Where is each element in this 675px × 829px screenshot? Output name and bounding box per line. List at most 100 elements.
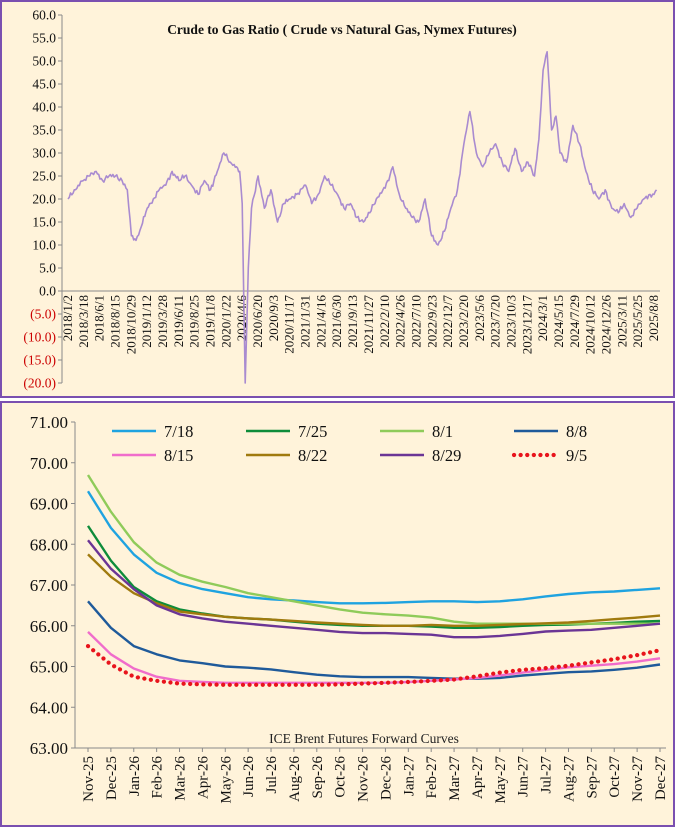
x-tick-label: 2020/9/3	[266, 295, 281, 341]
x-tick-label: Feb-27	[424, 756, 440, 799]
legend-label: 8/22	[298, 446, 327, 465]
x-tick-label: Jul-27	[539, 756, 555, 794]
x-tick-label: Jun-26	[241, 756, 257, 797]
x-tick-label: Jul-26	[264, 756, 280, 794]
x-tick-label: 2022/9/23	[424, 295, 439, 348]
x-tick-label: Mar-27	[447, 756, 463, 801]
x-tick-label: Dec-25	[104, 756, 120, 800]
x-tick-label: Feb-26	[150, 756, 166, 799]
legend-item-9-5: 9/5	[511, 446, 587, 465]
x-tick-label: Jun-27	[516, 756, 532, 797]
x-tick-label: 2019/6/11	[171, 295, 186, 347]
legend-label: 8/8	[566, 422, 587, 441]
x-tick-label: 2018/1/2	[60, 295, 75, 341]
x-tick-label: 2024/7/29	[567, 295, 582, 348]
x-tick-label: Sep-26	[310, 756, 326, 799]
x-tick-label: Aug-26	[287, 756, 303, 802]
y-tick-label: 55.0	[32, 31, 56, 46]
x-tick-label: Nov-26	[356, 756, 372, 802]
x-tick-label: 2019/1/12	[139, 295, 154, 348]
y-tick-label: (20.0)	[23, 376, 56, 391]
legend-label: 9/5	[566, 446, 587, 465]
x-tick-label: 2020/4/6	[234, 295, 249, 342]
legend-label: 7/25	[298, 422, 327, 441]
y-tick-label: 45.0	[32, 77, 56, 92]
x-tick-label: Oct-26	[333, 756, 349, 798]
y-tick-label: 65.00	[30, 658, 68, 677]
crude-gas-ratio-panel: 60.0 55.0 50.0 45.0 40.0 35.0 30.0 25.0 20.0 15.0…	[0, 0, 675, 398]
x-tick-label: 2021/6/30	[329, 295, 344, 348]
legend-item-8-15: 8/15	[112, 446, 193, 465]
x-tick-label: 2018/6/1	[92, 295, 107, 341]
x-tick-label: Sep-27	[584, 756, 600, 799]
x-tick-label: 2024/3/1	[535, 295, 550, 341]
x-tick-label: Nov-27	[630, 756, 646, 802]
legend-label: 8/15	[164, 446, 193, 465]
x-tick-label: 2023/12/17	[519, 295, 534, 355]
x-tick-label: 2019/3/28	[155, 295, 170, 348]
x-tick-label: 2019/11/8	[203, 295, 218, 347]
y-tick-label: 5.0	[39, 261, 56, 276]
legend-item-7-18: 7/18	[112, 422, 193, 441]
x-tick-label: Nov-25	[81, 756, 97, 802]
series-line-8-8	[87, 600, 661, 680]
x-tick-label: 2020/11/17	[282, 295, 297, 354]
legend-label: 8/29	[432, 446, 461, 465]
x-tick-label: Jan-26	[127, 756, 143, 796]
x-tick-label: 2018/10/29	[123, 295, 138, 354]
x-tick-label: 2024/10/12	[583, 295, 598, 354]
x-tick-label: May-27	[493, 756, 509, 804]
legend-label: 8/1	[432, 422, 453, 441]
x-tick-label: 2023/2/20	[456, 295, 471, 348]
y-tick-label: 0.0	[39, 284, 56, 299]
series-line-8-1	[86, 474, 660, 625]
series-line-8-22	[87, 553, 661, 628]
series-line-7-18	[86, 490, 661, 605]
y-tick-label: 50.0	[32, 54, 56, 69]
legend-item-8-29: 8/29	[380, 446, 461, 465]
y-tick-label: 63.00	[30, 739, 68, 758]
x-tick-label: Apr-27	[470, 756, 486, 800]
x-tick-label: Apr-26	[195, 756, 211, 800]
y-tick-label: 40.0	[32, 100, 56, 115]
y-tick-label: 10.0	[32, 238, 56, 253]
y-tick-label: 71.00	[30, 413, 68, 432]
x-tick-label: 2018/3/18	[76, 295, 91, 348]
series-line-8-29	[87, 539, 661, 639]
x-tick-label: 2021/11/27	[361, 295, 376, 354]
legend-item-7-25: 7/25	[246, 422, 327, 441]
y-tick-label: 67.00	[30, 576, 68, 595]
x-tick-label: 2024/5/15	[551, 295, 566, 348]
legend-item-8-22: 8/22	[246, 446, 327, 465]
x-tick-label: 2023/5/6	[472, 295, 487, 342]
y-tick-label: 20.0	[32, 192, 56, 207]
x-tick-label: May-26	[218, 756, 234, 804]
y-tick-label: 15.0	[32, 215, 56, 230]
series-line-9-5	[85, 644, 663, 687]
x-tick-label: 2025/8/8	[646, 295, 661, 341]
x-tick-label: Mar-26	[173, 756, 189, 801]
x-tick-label: 2025/3/11	[614, 295, 629, 347]
x-tick-label: 2024/12/26	[598, 295, 613, 355]
legend-item-8-1: 8/1	[380, 422, 453, 441]
y-tick-label: 35.0	[32, 123, 56, 138]
x-tick-label: 2022/2/10	[377, 295, 392, 348]
x-tick-label: 2025/5/25	[630, 295, 645, 348]
y-tick-label: (10.0)	[23, 330, 56, 345]
x-tick-label: Jan-27	[401, 756, 417, 796]
x-tick-label: 2022/12/7	[440, 295, 455, 348]
x-tick-label: Dec-26	[378, 756, 394, 801]
crude-gas-ratio-chart: 60.0 55.0 50.0 45.0 40.0 35.0 30.0 25.0 20.0 15.0…	[23, 8, 661, 391]
x-tick-label: 2023/7/20	[488, 295, 503, 348]
x-tick-label: Aug-27	[561, 756, 577, 802]
x-tick-label: Dec-27	[653, 756, 669, 801]
x-tick-label: 2019/8/25	[187, 295, 202, 348]
y-tick-label: 66.00	[30, 617, 68, 636]
series-line-8-15	[87, 631, 661, 684]
x-tick-label: 2022/7/10	[408, 295, 423, 348]
brent-forward-curves-panel: 71.00 70.00 69.00 68.00 67.00 66.00 65.00 64.00…	[0, 401, 675, 827]
y-tick-label: 70.00	[30, 454, 68, 473]
x-tick-label: 2021/9/13	[345, 295, 360, 348]
series-line-crude-gas-ratio	[67, 50, 658, 384]
x-tick-label: 2023/10/3	[503, 295, 518, 348]
